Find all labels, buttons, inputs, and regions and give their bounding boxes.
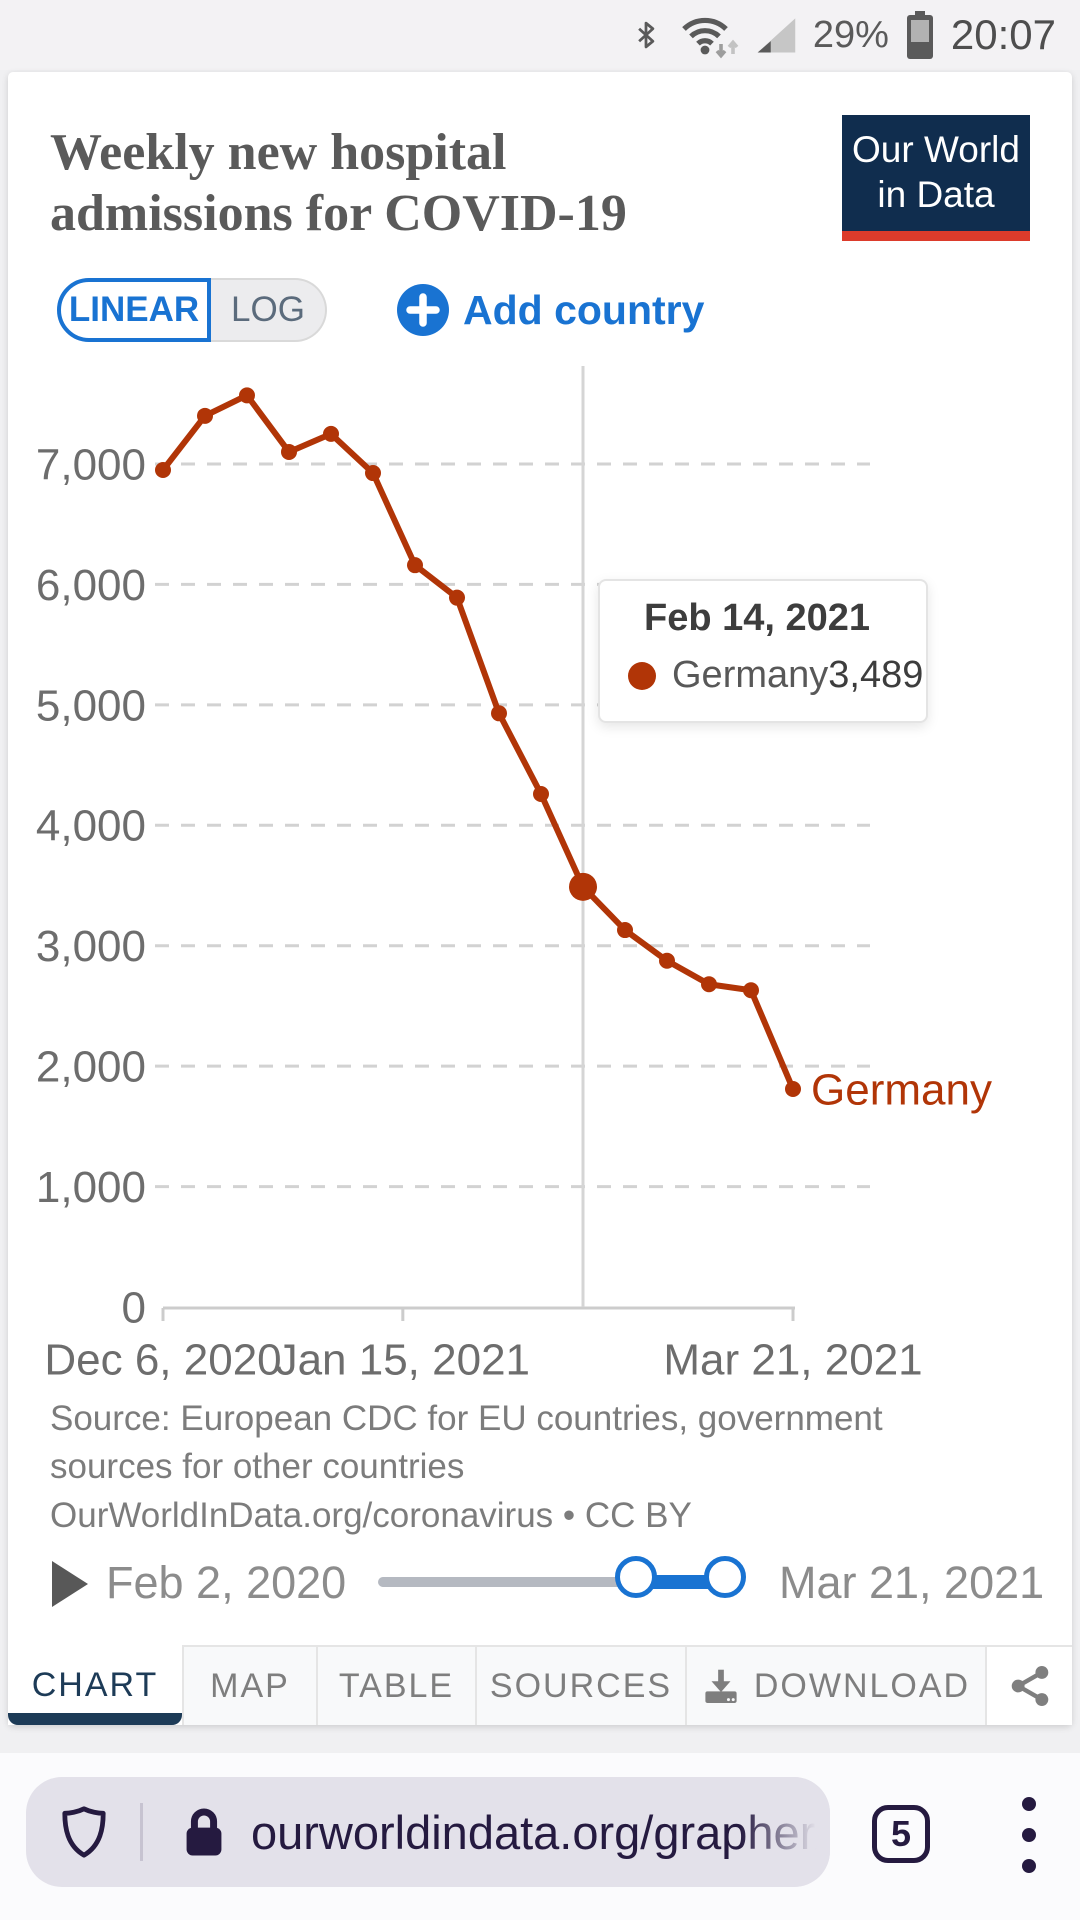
browser-menu-button[interactable] xyxy=(1014,1797,1044,1873)
plus-icon xyxy=(397,284,449,336)
svg-text:4,000: 4,000 xyxy=(36,802,146,851)
shield-icon[interactable] xyxy=(60,1804,108,1860)
scale-toggle: LINEAR LOG xyxy=(57,278,327,342)
url-bar-divider xyxy=(140,1803,143,1861)
menu-dot xyxy=(1022,1859,1036,1873)
tab-chart-label: CHART xyxy=(31,1665,159,1704)
svg-text:0: 0 xyxy=(122,1283,146,1332)
share-icon xyxy=(1011,1666,1048,1706)
add-country-label: Add country xyxy=(463,286,705,333)
tab-sources[interactable]: SOURCES xyxy=(477,1645,687,1725)
tab-table[interactable]: TABLE xyxy=(318,1645,477,1725)
chart-tooltip: Feb 14, 2021 Germany 3,489 xyxy=(598,579,928,723)
svg-text:1,000: 1,000 xyxy=(36,1163,146,1212)
linear-scale-button[interactable]: LINEAR xyxy=(57,278,211,342)
menu-dot xyxy=(1022,1797,1036,1811)
timeline: Feb 2, 2020 Mar 21, 2021 xyxy=(8,1540,1072,1630)
tab-download-label: DOWNLOAD xyxy=(753,1666,971,1705)
owid-logo[interactable]: Our World in Data xyxy=(842,115,1030,242)
signal-strength-icon xyxy=(757,18,796,53)
lock-icon[interactable] xyxy=(181,1805,227,1859)
timeline-handle-end[interactable] xyxy=(704,1556,746,1598)
owid-logo-line2: in Data xyxy=(877,174,995,216)
tab-download[interactable]: DOWNLOAD xyxy=(687,1645,987,1725)
timeline-track[interactable] xyxy=(378,1577,638,1587)
tab-chart[interactable]: CHART xyxy=(8,1645,184,1725)
tab-count: 5 xyxy=(890,1813,912,1854)
page-title: Weekly new hospital admissions for COVID… xyxy=(50,123,627,242)
menu-dot xyxy=(1022,1828,1036,1842)
svg-text:Mar 21, 2021: Mar 21, 2021 xyxy=(663,1335,922,1384)
svg-text:Dec 6, 2020: Dec 6, 2020 xyxy=(44,1335,281,1384)
svg-text:Germany: Germany xyxy=(811,1065,992,1114)
source-note: Source: European CDC for EU countries, g… xyxy=(50,1395,980,1540)
tooltip-row: Germany 3,489 xyxy=(628,654,923,697)
play-icon xyxy=(52,1561,88,1607)
browser-bar: ourworldindata.org/grapher/ 5 xyxy=(0,1753,1080,1920)
svg-text:Jan 15, 2021: Jan 15, 2021 xyxy=(276,1335,530,1384)
download-icon xyxy=(705,1669,737,1703)
share-button[interactable] xyxy=(987,1645,1072,1725)
add-country-button[interactable]: Add country xyxy=(397,278,704,342)
tooltip-value: 3,489 xyxy=(828,654,924,696)
status-bar: 29% 20:07 xyxy=(0,0,1080,70)
timeline-end-date: Mar 21, 2021 xyxy=(779,1557,1045,1608)
tab-map-label: MAP xyxy=(210,1666,290,1705)
tab-sources-label: SOURCES xyxy=(489,1666,673,1705)
url-bar[interactable]: ourworldindata.org/grapher/ xyxy=(26,1777,830,1887)
source-text: Source: European CDC for EU countries, g… xyxy=(50,1399,883,1487)
bluetooth-icon xyxy=(638,21,655,49)
log-scale-button[interactable]: LOG xyxy=(211,278,327,342)
timeline-start-date: Feb 2, 2020 xyxy=(106,1557,347,1608)
timeline-handle-start[interactable] xyxy=(615,1556,657,1598)
owid-logo-line1: Our World xyxy=(852,129,1020,170)
tooltip-date: Feb 14, 2021 xyxy=(644,597,871,639)
svg-text:7,000: 7,000 xyxy=(36,440,146,489)
svg-text:2,000: 2,000 xyxy=(36,1043,146,1092)
wifi-icon xyxy=(682,17,739,59)
series-color-swatch xyxy=(628,661,656,690)
clock: 20:07 xyxy=(950,11,1056,58)
url-text: ourworldindata.org/grapher/ xyxy=(251,1805,829,1859)
footer-tabs: CHART MAP TABLE SOURCES DOWNLOAD xyxy=(8,1645,1072,1725)
chart-card: Weekly new hospital admissions for COVID… xyxy=(8,72,1072,1725)
tab-counter-button[interactable]: 5 xyxy=(872,1805,930,1863)
tab-table-label: TABLE xyxy=(338,1666,455,1705)
svg-text:6,000: 6,000 xyxy=(36,561,146,610)
tooltip-series-name: Germany xyxy=(672,654,829,696)
line-chart[interactable]: 0 1,000 2,000 3,000 4,000 5,000 6,000 7,000 Dec … xyxy=(8,350,1072,1390)
battery-percentage: 29% xyxy=(812,13,889,56)
source-license-text[interactable]: OurWorldInData.org/coronavirus • CC BY xyxy=(50,1495,692,1535)
battery-icon xyxy=(906,11,933,59)
tab-map[interactable]: MAP xyxy=(184,1645,318,1725)
svg-text:5,000: 5,000 xyxy=(36,681,146,730)
play-button[interactable] xyxy=(50,1560,90,1608)
svg-text:3,000: 3,000 xyxy=(36,922,146,971)
